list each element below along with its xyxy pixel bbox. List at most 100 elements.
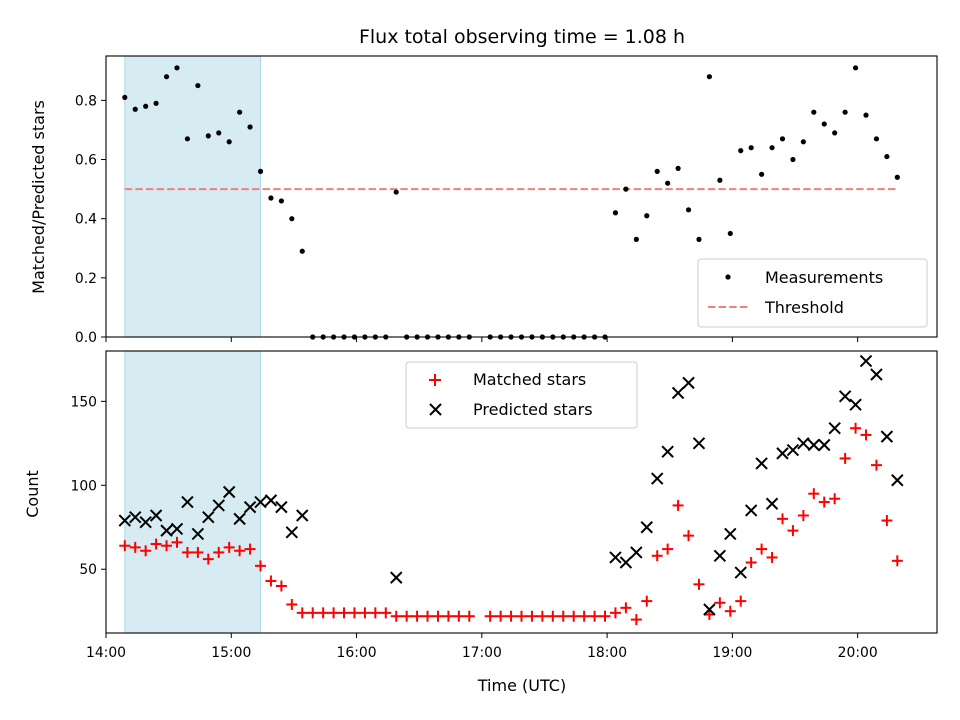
matched-star-point [161, 540, 173, 552]
matched-star-point [516, 610, 527, 622]
matched-star-point [850, 422, 862, 434]
measurement-point [675, 165, 681, 171]
matched-star-point [265, 575, 277, 587]
measurement-point [696, 236, 702, 242]
top-panel: 0.00.20.40.60.8 Matched/Predicted stars … [29, 55, 938, 346]
matched-star-point [860, 429, 872, 441]
top-legend: Measurements Threshold [697, 258, 928, 328]
measurement-point [184, 136, 191, 142]
predicted-star-point [807, 438, 821, 452]
predicted-star-point [390, 571, 403, 584]
matched-star-point [599, 610, 611, 622]
predicted-star-point [661, 445, 674, 458]
predicted-star-point [724, 527, 737, 541]
measurement-point [143, 103, 149, 109]
matched-star-point [390, 610, 402, 622]
measurement-point [633, 236, 639, 242]
matched-star-point [505, 610, 517, 622]
matched-star-point [129, 541, 141, 553]
measurement-point [205, 133, 211, 139]
measurement-point [644, 213, 650, 219]
measurement-point [759, 171, 765, 177]
predicted-star-point [129, 510, 142, 524]
predicted-star-point [744, 504, 758, 517]
measurement-point [706, 74, 713, 80]
bottom-y-axis-label: Count [23, 470, 42, 518]
measurement-point [665, 180, 671, 186]
predicted-star-point [118, 514, 131, 527]
predicted-star-point [254, 495, 267, 509]
matched-star-point [380, 607, 392, 619]
measurement-point [852, 65, 859, 71]
predicted-star-point [828, 422, 841, 435]
predicted-star-point [191, 527, 205, 541]
y-tick-label: 100 [70, 478, 97, 494]
measurement-point [153, 100, 159, 106]
predicted-star-point [692, 437, 706, 450]
top-y-axis-label: Matched/Predicted stars [29, 100, 48, 294]
predicted-star-point [859, 354, 873, 368]
matched-star-point [891, 555, 903, 567]
x-axis-label: Time (UTC) [477, 676, 566, 695]
matched-star-point [870, 459, 882, 471]
legend-threshold-label: Threshold [764, 298, 844, 317]
predicted-star-point [222, 485, 236, 499]
matched-star-point [244, 543, 256, 555]
measurement-point [779, 136, 786, 142]
bottom-x-ticks: 14:00 15:00 16:00 17:00 18:00 19:00 20:00 [86, 633, 878, 661]
predicted-star-point [776, 447, 789, 460]
matched-star-point [881, 515, 893, 527]
bottom-y-ticks: 50 100 150 [70, 394, 106, 578]
matched-star-point [662, 543, 674, 555]
matched-star-point [150, 538, 162, 550]
matched-star-point [776, 513, 788, 525]
y-tick-label: 0.4 [75, 212, 97, 228]
matched-star-point [484, 610, 496, 622]
matched-star-point [192, 546, 204, 558]
matched-star-point [683, 530, 695, 542]
matched-star-point [714, 597, 726, 609]
matched-star-point [202, 553, 214, 565]
predicted-star-point [818, 438, 831, 452]
predicted-star-point [838, 390, 852, 403]
matched-star-point [808, 488, 820, 500]
measurement-point [884, 153, 890, 160]
matched-star-point [328, 607, 340, 619]
matched-star-point [724, 605, 736, 617]
predicted-star-point [786, 443, 800, 457]
y-tick-label: 50 [79, 562, 97, 578]
matched-star-point [536, 610, 548, 622]
matched-star-point [787, 525, 799, 537]
top-x-ticks [105, 337, 859, 342]
predicted-star-point [640, 521, 653, 534]
matched-star-point [495, 610, 507, 622]
predicted-star-point [296, 509, 309, 522]
top-legend-box [697, 258, 928, 328]
matched-star-point [140, 545, 152, 557]
predicted-star-point [630, 546, 643, 559]
matched-star-point [651, 550, 663, 562]
matched-star-point [181, 546, 193, 558]
legend-matched-marker [429, 374, 441, 386]
measurement-point [738, 148, 744, 154]
matched-star-point [234, 545, 246, 557]
matched-star-point [526, 610, 538, 622]
matched-star-point [568, 610, 580, 622]
legend-measurements-marker [725, 274, 731, 280]
measurement-point [257, 168, 264, 174]
matched-star-point [745, 557, 757, 568]
matched-star-point [275, 580, 287, 592]
measurement-point [842, 109, 848, 115]
predicted-star-point [703, 603, 716, 616]
bottom-legend-box [405, 361, 638, 429]
measurement-point [832, 130, 838, 136]
measurement-point [717, 177, 723, 183]
predicted-star-point [181, 495, 194, 509]
legend-predicted-marker [429, 403, 442, 416]
predicted-star-point [765, 497, 779, 510]
matched-star-point [735, 595, 747, 607]
predicted-star-point [619, 556, 633, 569]
highlight-span [124, 350, 262, 634]
measurement-point [132, 106, 138, 112]
matched-star-point [609, 607, 621, 619]
